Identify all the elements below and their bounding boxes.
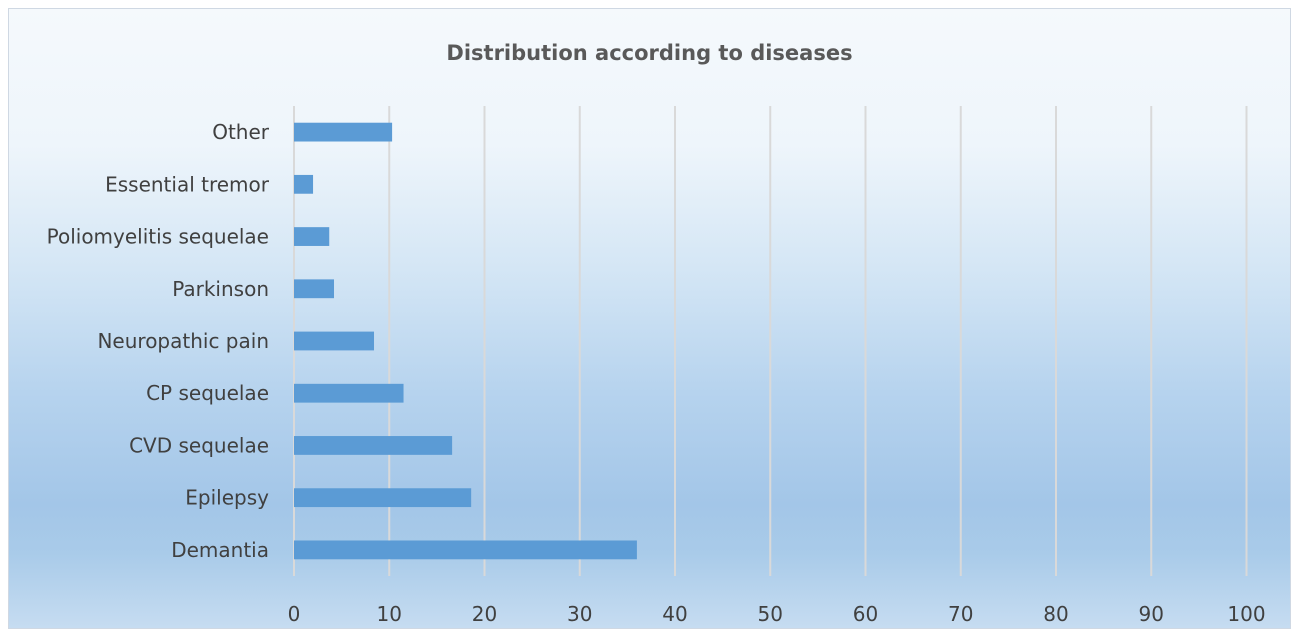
bar — [294, 122, 393, 142]
category-label: Demantia — [171, 538, 269, 562]
grid-lines — [293, 106, 1248, 576]
bar-chart: Other Essential tremor Poliomyelitis seque… — [47, 106, 1266, 626]
bars — [294, 122, 637, 560]
chart-title: Distribution according to diseases — [446, 41, 853, 65]
category-label: Neuropathic pain — [97, 329, 269, 353]
category-label: CVD sequelae — [129, 433, 269, 457]
x-tick-label: 10 — [377, 602, 402, 626]
category-label: Essential tremor — [105, 172, 270, 196]
x-tick-label: 40 — [662, 602, 687, 626]
bar — [294, 488, 472, 508]
category-label: Other — [212, 120, 270, 144]
bar — [294, 331, 375, 351]
x-tick-label: 0 — [288, 602, 301, 626]
bar — [294, 436, 453, 455]
bar — [294, 540, 637, 560]
x-tick-label: 80 — [1043, 602, 1068, 626]
category-labels: Other Essential tremor Poliomyelitis seque… — [47, 120, 270, 562]
bar — [294, 279, 335, 299]
x-tick-label: 90 — [1139, 602, 1164, 626]
category-label: Epilepsy — [185, 486, 269, 510]
x-tick-labels: 0 10 20 30 40 50 60 70 80 90 100 — [288, 602, 1266, 626]
bar — [294, 227, 330, 246]
bar — [294, 383, 404, 403]
x-tick-label: 100 — [1227, 602, 1265, 626]
chart-frame: Distribution according to diseases Other… — [8, 8, 1291, 629]
category-label: Poliomyelitis sequelae — [47, 225, 269, 249]
x-tick-label: 50 — [758, 602, 783, 626]
category-label: Parkinson — [172, 277, 269, 301]
x-tick-label: 20 — [472, 602, 497, 626]
x-tick-label: 60 — [853, 602, 878, 626]
category-label: CP sequelae — [146, 381, 269, 405]
x-tick-label: 70 — [948, 602, 973, 626]
bar — [294, 174, 314, 194]
x-tick-label: 30 — [567, 602, 592, 626]
